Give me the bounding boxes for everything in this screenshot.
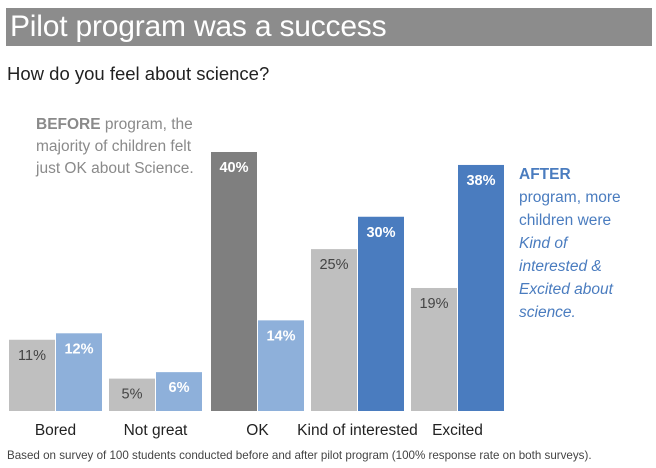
category-label-1: Not great bbox=[124, 422, 188, 439]
category-label-4: Excited bbox=[432, 422, 483, 439]
before-bar-4 bbox=[411, 287, 457, 411]
after-bar-0 bbox=[56, 333, 102, 411]
after-bar-2 bbox=[258, 320, 304, 411]
after-bar-1 bbox=[156, 372, 202, 411]
before-value-label-3: 25% bbox=[319, 257, 348, 273]
before-bar-1 bbox=[109, 378, 155, 411]
after-value-label-3: 30% bbox=[366, 225, 395, 241]
before-value-label-4: 19% bbox=[419, 296, 448, 312]
before-value-label-0: 11% bbox=[18, 348, 46, 364]
after-annotation-bold: AFTER bbox=[519, 166, 571, 183]
chart-subtitle: How do you feel about science? bbox=[7, 63, 270, 84]
before-bar-0 bbox=[9, 339, 55, 411]
before-bar-3 bbox=[311, 249, 357, 411]
title-bar: Pilot program was a success bbox=[6, 8, 652, 46]
before-annotation-bold: BEFORE bbox=[36, 116, 101, 133]
before-bar-2 bbox=[211, 152, 257, 411]
before-annotation-text: program, the majority of children felt j… bbox=[36, 116, 194, 177]
after-value-label-0: 12% bbox=[64, 341, 93, 357]
category-label-0: Bored bbox=[35, 422, 76, 439]
category-label-2: OK bbox=[246, 422, 269, 439]
after-annotation-italic: Kind of interested & Excited about scien… bbox=[519, 235, 613, 321]
after-value-label-4: 38% bbox=[466, 173, 495, 189]
before-annotation: BEFORE program, the majority of children… bbox=[36, 114, 216, 180]
chart-title: Pilot program was a success bbox=[10, 10, 387, 43]
after-annotation: AFTER program, more children were Kind of… bbox=[519, 163, 629, 324]
after-value-label-1: 6% bbox=[169, 380, 190, 396]
before-value-label-2: 40% bbox=[219, 160, 248, 176]
after-annotation-text: program, more children were bbox=[519, 189, 621, 229]
category-label-3: Kind of interested bbox=[297, 422, 418, 439]
footnote: Based on survey of 100 students conducte… bbox=[7, 449, 592, 462]
after-value-label-2: 14% bbox=[266, 328, 295, 344]
before-value-label-1: 5% bbox=[122, 387, 143, 403]
after-bar-4 bbox=[458, 164, 504, 411]
after-bar-3 bbox=[358, 216, 404, 411]
